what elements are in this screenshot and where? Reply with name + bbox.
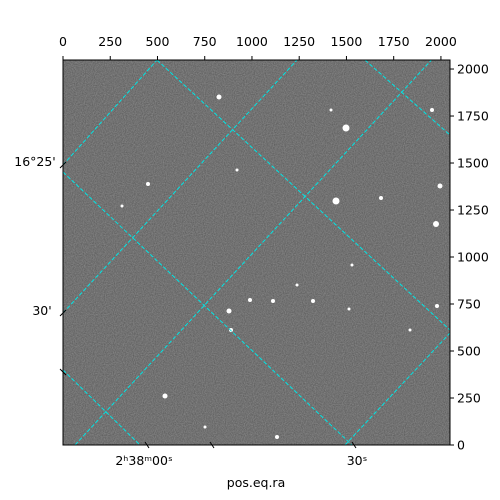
wcs-ticks [59, 161, 357, 449]
x-axis-label: pos.eq.ra [227, 475, 285, 490]
dec-tick-label: 16°25' [14, 154, 56, 169]
y-tick-label: 0 [457, 438, 465, 453]
ra-tick-label: 30ˢ [347, 453, 368, 468]
y-tick-label: 1750 [457, 109, 489, 124]
y-tick-label: 1250 [457, 203, 489, 218]
y-tick-label: 2000 [457, 62, 489, 77]
x-tick-label: 1000 [236, 34, 268, 49]
x-tick-label: 2000 [425, 34, 457, 49]
y-tick-label: 750 [457, 297, 481, 312]
y-tick-label: 500 [457, 344, 481, 359]
x-tick-label: 1500 [331, 34, 363, 49]
stars [120, 94, 443, 439]
image-noise [63, 60, 450, 445]
plot-frame [62, 59, 451, 446]
x-tick-label: 750 [193, 34, 217, 49]
x-tick-label: 1250 [283, 34, 315, 49]
x-tick-label: 500 [146, 34, 170, 49]
y-tick-label: 1000 [457, 250, 489, 265]
x-tick-label: 1750 [378, 34, 410, 49]
wcs-grid [63, 60, 450, 445]
dec-tick-label: 30' [32, 303, 51, 318]
y-tick-label: 250 [457, 391, 481, 406]
x-tick-label: 250 [98, 34, 122, 49]
ra-tick-label: 2ʰ38ᵐ00ˢ [115, 453, 172, 468]
x-tick-label: 0 [59, 34, 67, 49]
y-tick-label: 1500 [457, 156, 489, 171]
